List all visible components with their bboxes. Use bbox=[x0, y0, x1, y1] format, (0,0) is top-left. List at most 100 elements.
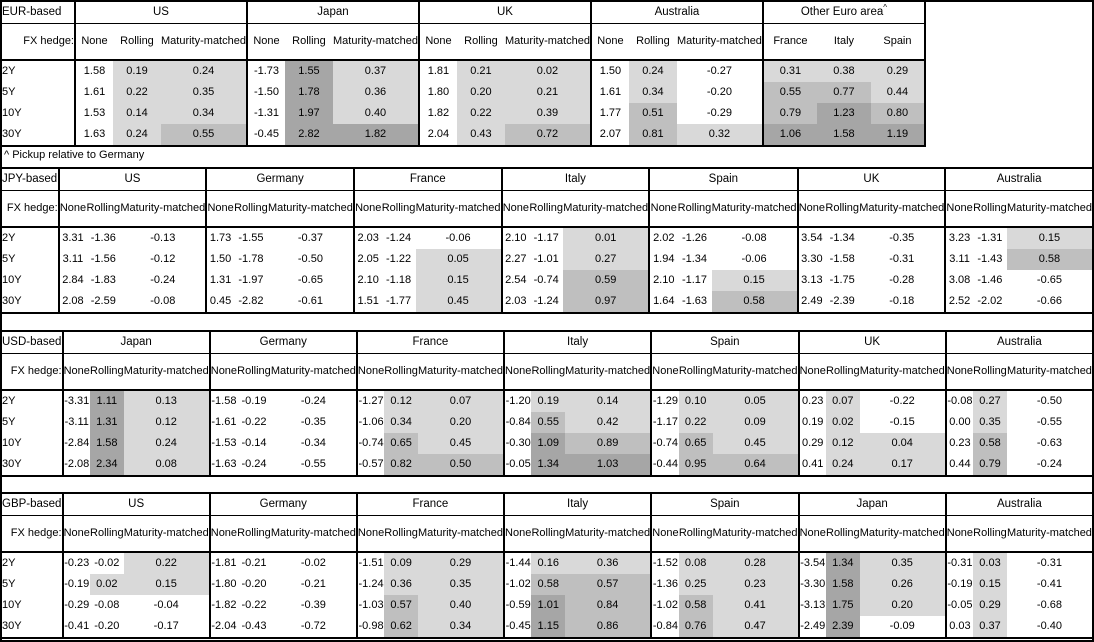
column-header: Spain bbox=[870, 23, 925, 61]
value-cell: -0.57 bbox=[355, 454, 385, 476]
value-cell: -1.20 bbox=[502, 390, 532, 412]
value-cell: -0.22 bbox=[241, 598, 267, 611]
value-cell: 0.07 bbox=[418, 390, 504, 412]
value-cell: 1.58 bbox=[89, 433, 124, 454]
value-cell: -1.75 bbox=[829, 273, 855, 286]
column-header: Maturity-matched bbox=[504, 23, 591, 61]
value-cell: -0.09 bbox=[889, 619, 915, 632]
value-cell: 1.09 bbox=[531, 433, 566, 454]
value-cell: 0.29 bbox=[870, 60, 925, 82]
value-cell: -1.24 bbox=[386, 231, 412, 244]
value-cell: 0.15 bbox=[973, 574, 1007, 595]
value-cell: 1.15 bbox=[531, 616, 566, 638]
value-cell: 0.79 bbox=[761, 103, 817, 124]
value-cell: 0.23 bbox=[712, 574, 799, 595]
value-cell: -1.53 bbox=[208, 433, 238, 454]
column-header: France bbox=[761, 23, 817, 61]
column-header: Maturity-matched bbox=[859, 353, 946, 391]
value-cell: 0.29 bbox=[797, 433, 826, 454]
value-cell: 0.15 bbox=[1006, 227, 1093, 249]
value-cell: 0.22 bbox=[113, 82, 161, 103]
value-cell: -0.19 bbox=[241, 394, 267, 407]
country-header: Other Euro area^ bbox=[761, 1, 925, 24]
column-header: Italy bbox=[816, 23, 871, 61]
value-cell: -1.31 bbox=[977, 231, 1003, 244]
value-cell: -1.01 bbox=[533, 252, 559, 265]
column-header: Maturity-matched bbox=[1006, 515, 1093, 553]
column-header: None bbox=[944, 353, 974, 391]
value-cell: -1.17 bbox=[650, 412, 679, 433]
country-header: UK bbox=[417, 1, 591, 24]
value-cell: -1.36 bbox=[90, 231, 116, 244]
value-cell: -1.52 bbox=[650, 552, 679, 574]
value-cell: 0.80 bbox=[870, 103, 925, 124]
value-cell: -0.45 bbox=[245, 124, 285, 146]
value-cell: 0.41 bbox=[797, 454, 826, 476]
value-cell: 2.54 bbox=[500, 270, 530, 291]
value-cell: 1.50 bbox=[589, 60, 629, 82]
column-header: Maturity-matched bbox=[161, 23, 247, 61]
value-cell: 1.80 bbox=[417, 82, 457, 103]
value-cell: 0.20 bbox=[456, 82, 505, 103]
value-cell: 1.06 bbox=[761, 124, 817, 146]
value-cell: 0.22 bbox=[456, 103, 505, 124]
table-gbp-based: GBP-based US Germany France Italy Spain Japan A… bbox=[0, 492, 1094, 639]
table-usd-based: USD-based Japan Germany France Italy Spain UK A… bbox=[0, 330, 1094, 477]
value-cell: 1.58 bbox=[825, 574, 860, 595]
column-header: Maturity-matched bbox=[120, 190, 207, 228]
value-cell: -1.44 bbox=[502, 552, 532, 574]
value-cell: -0.05 bbox=[502, 454, 532, 476]
column-header: Rolling bbox=[384, 515, 418, 553]
value-cell: 0.32 bbox=[676, 124, 763, 146]
data-row-2y: 2Y 1.58 0.19 0.24 -1.73 1.55 0.37 1.81 0.21 0.02 1… bbox=[1, 60, 925, 82]
column-header: Rolling bbox=[284, 23, 333, 61]
country-header: Germany bbox=[208, 331, 357, 354]
value-cell: -0.17 bbox=[153, 619, 179, 632]
value-cell: 0.22 bbox=[123, 552, 210, 574]
value-cell: -0.50 bbox=[1036, 394, 1062, 407]
value-cell: -0.59 bbox=[502, 595, 532, 616]
value-cell: 0.02 bbox=[825, 412, 860, 433]
value-cell: -0.12 bbox=[150, 252, 176, 265]
value-cell: -0.74 bbox=[650, 433, 679, 454]
country-header: Italy bbox=[502, 331, 652, 354]
value-cell: -0.74 bbox=[355, 433, 385, 454]
value-cell: 2.03 bbox=[500, 291, 530, 313]
value-cell: 2.07 bbox=[589, 124, 629, 146]
value-cell: -1.22 bbox=[386, 252, 412, 265]
column-header: Rolling bbox=[628, 23, 677, 61]
value-cell: -0.50 bbox=[297, 252, 323, 265]
footnote: ^ Pickup relative to Germany bbox=[4, 149, 145, 161]
value-cell: -0.20 bbox=[94, 619, 120, 632]
value-cell: -1.03 bbox=[355, 595, 385, 616]
value-cell: -0.44 bbox=[650, 454, 679, 476]
value-cell: -1.78 bbox=[238, 252, 264, 265]
value-cell: -2.82 bbox=[238, 294, 264, 307]
value-cell: -0.41 bbox=[1036, 577, 1062, 590]
value-cell: 0.27 bbox=[973, 390, 1007, 412]
value-cell: -2.59 bbox=[90, 294, 116, 307]
base-label: GBP-based bbox=[1, 493, 63, 516]
column-header: None bbox=[208, 353, 238, 391]
column-header: Rolling bbox=[531, 515, 566, 553]
value-cell: -1.97 bbox=[238, 273, 264, 286]
value-cell: 0.24 bbox=[628, 60, 677, 82]
value-cell: -0.84 bbox=[650, 616, 679, 638]
value-cell: -2.08 bbox=[61, 454, 90, 476]
value-cell: 0.27 bbox=[563, 249, 650, 270]
value-cell: 0.50 bbox=[418, 454, 504, 476]
tenor-label: 5Y bbox=[2, 415, 16, 428]
tenor-label: 5Y bbox=[2, 252, 16, 265]
value-cell: 2.10 bbox=[500, 227, 530, 249]
value-cell: 1.82 bbox=[417, 103, 457, 124]
value-cell: -0.40 bbox=[1036, 619, 1062, 632]
value-cell: 0.57 bbox=[384, 595, 418, 616]
data-row-10y: 10Y -0.29 -0.08 -0.04 -1.82 -0.22 -0.39 -1.03 0.… bbox=[1, 595, 1093, 616]
value-cell: 1.34 bbox=[825, 552, 860, 574]
value-cell: 1.11 bbox=[89, 390, 124, 412]
country-header: US bbox=[57, 168, 207, 191]
data-row-30y: 30Y 1.63 0.24 0.55 -0.45 2.82 1.82 2.04 0.43 0.72… bbox=[1, 124, 925, 146]
column-header: Rolling bbox=[678, 353, 713, 391]
country-header: Japan bbox=[245, 1, 419, 24]
